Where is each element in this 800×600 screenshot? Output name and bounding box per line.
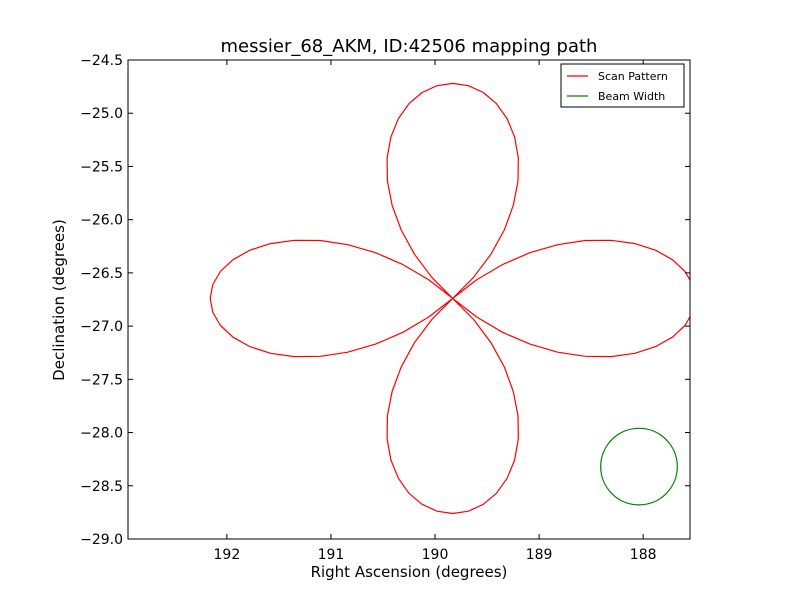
- y-tick-label: −28.5: [80, 479, 123, 495]
- x-tick-label: 191: [318, 547, 345, 563]
- y-axis-label: Declination (degrees): [50, 219, 68, 381]
- chart-title: messier_68_AKM, ID:42506 mapping path: [221, 36, 598, 57]
- y-tick-label: −28.0: [80, 426, 123, 442]
- y-tick-label: −25.0: [80, 106, 123, 122]
- plot-area: [128, 60, 690, 539]
- legend-box: [560, 63, 685, 108]
- x-axis-label: Right Ascension (degrees): [311, 563, 508, 581]
- plot-frame: [127, 59, 691, 540]
- y-tick-label: −27.5: [80, 372, 123, 388]
- scan-pattern-line: [209, 82, 690, 515]
- y-tick-label: −27.0: [80, 319, 123, 335]
- x-tick-label: 188: [630, 547, 657, 563]
- legend: Scan Pattern Beam Width: [560, 63, 685, 108]
- y-tick-label: −26.5: [80, 266, 123, 282]
- ticks-layer: 192 191 190 189 188 −24.5 −25.0 −25.5 −26.0 −26.5…: [80, 53, 690, 563]
- y-tick-label: −29.0: [80, 532, 123, 548]
- legend-label-scan-pattern: Scan Pattern: [598, 70, 668, 83]
- x-tick-label: 192: [214, 547, 241, 563]
- series-layer: [209, 82, 690, 515]
- y-tick-label: −25.5: [80, 159, 123, 175]
- y-tick-label: −26.0: [80, 213, 123, 229]
- legend-label-beam-width: Beam Width: [598, 90, 665, 103]
- x-tick-label: 190: [422, 547, 449, 563]
- y-tick-label: −24.5: [80, 53, 123, 69]
- beam-width-circle: [600, 427, 678, 506]
- x-tick-label: 189: [526, 547, 553, 563]
